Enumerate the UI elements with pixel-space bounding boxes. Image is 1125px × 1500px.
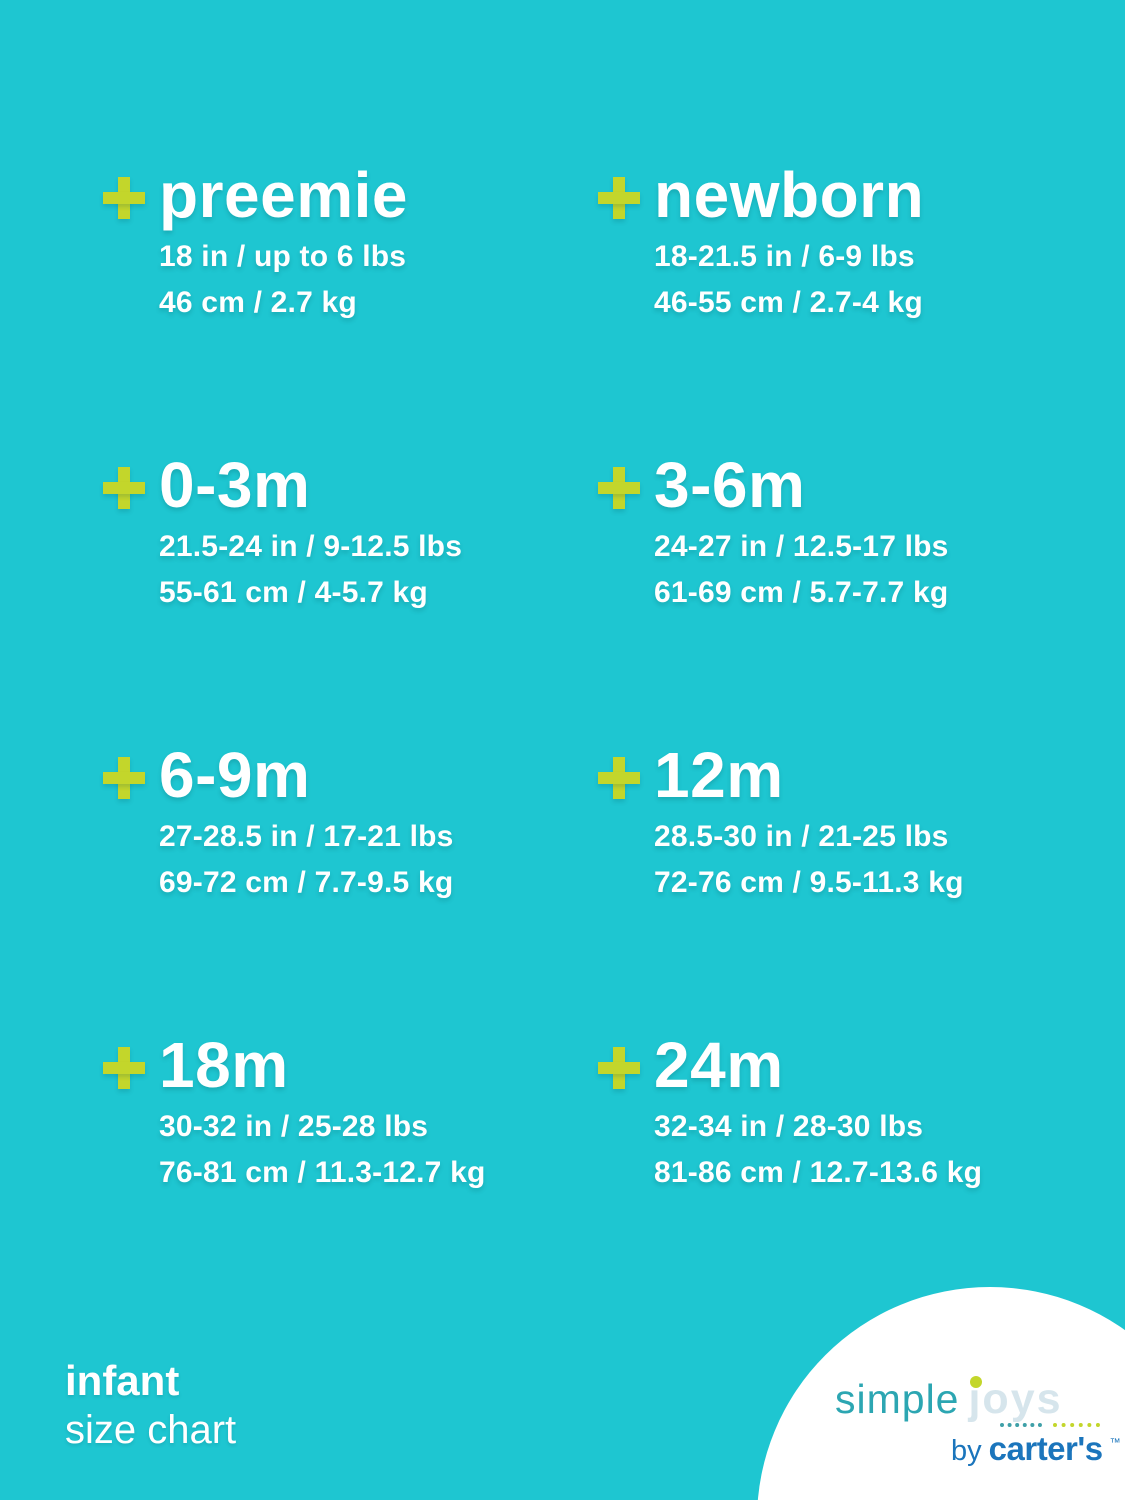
size-imperial: 28.5-30 in / 21-25 lbs xyxy=(654,820,949,853)
brand-logo-circle: simple joys by carter's ™ xyxy=(757,1287,1125,1500)
dotted-underline-teal-icon xyxy=(1000,1423,1042,1427)
size-metric: 46 cm / 2.7 kg xyxy=(159,286,357,319)
trademark-symbol: ™ xyxy=(1109,1437,1121,1449)
size-metric: 61-69 cm / 5.7-7.7 kg xyxy=(654,576,949,609)
chart-caption: infant size chart xyxy=(65,1356,236,1454)
size-metric: 46-55 cm / 2.7-4 kg xyxy=(654,286,923,319)
logo-word-joys: joys xyxy=(968,1375,1063,1423)
brand-byline: by carter's ™ xyxy=(951,1430,1121,1468)
size-imperial: 18-21.5 in / 6-9 lbs xyxy=(654,240,915,273)
size-label: newborn xyxy=(654,159,925,231)
size-imperial: 32-34 in / 28-30 lbs xyxy=(654,1110,924,1143)
plus-icon xyxy=(103,467,145,509)
size-cell-newborn: newborn 18-21.5 in / 6-9 lbs 46-55 cm / … xyxy=(598,160,924,326)
plus-icon xyxy=(103,757,145,799)
plus-icon xyxy=(103,177,145,219)
dotted-underline-yellow-icon xyxy=(1053,1423,1100,1427)
size-label: 0-3m xyxy=(159,449,311,521)
size-imperial: 30-32 in / 25-28 lbs xyxy=(159,1110,429,1143)
size-label: 12m xyxy=(654,739,784,811)
size-metric: 69-72 cm / 7.7-9.5 kg xyxy=(159,866,454,899)
plus-icon xyxy=(598,757,640,799)
size-imperial: 24-27 in / 12.5-17 lbs xyxy=(654,530,949,563)
size-label: 6-9m xyxy=(159,739,311,811)
j-dot-icon xyxy=(970,1376,983,1388)
size-cell-24m: 24m 32-34 in / 28-30 lbs 81-86 cm / 12.7… xyxy=(598,1030,982,1196)
brand-logo: simple joys xyxy=(835,1375,1063,1424)
size-metric: 81-86 cm / 12.7-13.6 kg xyxy=(654,1156,983,1189)
size-cell-0-3m: 0-3m 21.5-24 in / 9-12.5 lbs 55-61 cm / … xyxy=(103,450,462,616)
logo-word-simple: simple xyxy=(835,1376,960,1422)
size-metric: 55-61 cm / 4-5.7 kg xyxy=(159,576,428,609)
caption-title: infant xyxy=(65,1357,180,1404)
logo-word-by: by xyxy=(951,1435,982,1467)
size-cell-18m: 18m 30-32 in / 25-28 lbs 76-81 cm / 11.3… xyxy=(103,1030,486,1196)
size-metric: 72-76 cm / 9.5-11.3 kg xyxy=(654,866,964,899)
plus-icon xyxy=(598,177,640,219)
size-cell-3-6m: 3-6m 24-27 in / 12.5-17 lbs 61-69 cm / 5… xyxy=(598,450,949,616)
size-label: 3-6m xyxy=(654,449,806,521)
logo-word-carters: carter's xyxy=(988,1430,1103,1467)
caption-subtitle: size chart xyxy=(65,1408,237,1452)
plus-icon xyxy=(598,467,640,509)
plus-icon xyxy=(103,1047,145,1089)
size-label: 18m xyxy=(159,1029,289,1101)
size-cell-preemie: preemie 18 in / up to 6 lbs 46 cm / 2.7 … xyxy=(103,160,408,326)
size-metric: 76-81 cm / 11.3-12.7 kg xyxy=(159,1156,486,1189)
size-cell-6-9m: 6-9m 27-28.5 in / 17-21 lbs 69-72 cm / 7… xyxy=(103,740,454,906)
plus-icon xyxy=(598,1047,640,1089)
size-label: 24m xyxy=(654,1029,784,1101)
size-imperial: 18 in / up to 6 lbs xyxy=(159,240,407,273)
size-imperial: 27-28.5 in / 17-21 lbs xyxy=(159,820,454,853)
size-imperial: 21.5-24 in / 9-12.5 lbs xyxy=(159,530,463,563)
size-cell-12m: 12m 28.5-30 in / 21-25 lbs 72-76 cm / 9.… xyxy=(598,740,964,906)
size-label: preemie xyxy=(159,159,408,231)
